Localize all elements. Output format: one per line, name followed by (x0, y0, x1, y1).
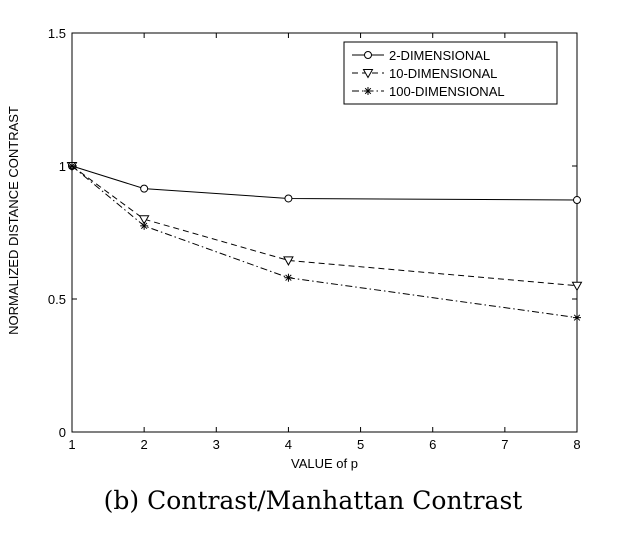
x-tick-label: 2 (141, 437, 148, 452)
legend-label: 100-DIMENSIONAL (389, 84, 505, 99)
data-point (362, 69, 374, 79)
chart-series (66, 162, 583, 322)
x-tick-label: 3 (213, 437, 220, 452)
x-axis-ticks: 1 2 3 4 5 6 7 8 (68, 33, 581, 452)
legend-box (343, 41, 558, 105)
y-tick-label: 1 (59, 159, 66, 174)
line-chart: 1 2 3 4 5 6 7 8 0 0.5 1 1.5 VALUE of p NORMALIZED … (6, 26, 583, 471)
y-tick-label: 0 (59, 425, 66, 440)
data-point (140, 221, 149, 230)
x-tick-label: 4 (285, 437, 292, 452)
asterisk-stroke (140, 222, 148, 230)
legend-entry: 2-DIMENSIONAL (352, 48, 490, 63)
chart-legend: 2-DIMENSIONAL 10-DIMENSIONAL 100-DIMENSION… (343, 41, 558, 105)
y-axis-ticks: 0 0.5 1 1.5 (48, 26, 577, 440)
data-point (364, 51, 372, 59)
x-tick-label: 5 (357, 437, 364, 452)
data-point (573, 313, 581, 322)
legend-label: 2-DIMENSIONAL (389, 48, 490, 63)
series-line (71, 165, 578, 287)
series-2-dimensional (68, 162, 581, 205)
asterisk-stroke (364, 87, 372, 95)
asterisk-stroke (573, 314, 581, 321)
asterisk-stroke (68, 162, 76, 170)
x-tick-label: 8 (573, 437, 580, 452)
y-tick-label: 1.5 (48, 26, 66, 41)
data-point (284, 273, 293, 282)
legend-entry: 100-DIMENSIONAL (352, 84, 505, 99)
legend-entry: 10-DIMENSIONAL (352, 66, 497, 81)
data-point (573, 196, 581, 205)
y-tick-label: 0.5 (48, 292, 66, 307)
data-point (284, 194, 293, 203)
series-line (71, 165, 578, 201)
data-point (364, 87, 372, 95)
y-axis-label: NORMALIZED DISTANCE CONTRAST (6, 106, 21, 335)
data-point (68, 162, 76, 170)
data-point (283, 256, 294, 266)
x-tick-label: 7 (501, 437, 508, 452)
x-tick-label: 1 (68, 437, 75, 452)
data-point (140, 184, 149, 193)
data-point (571, 281, 583, 292)
x-axis-label: VALUE of p (291, 456, 358, 471)
plot-frame (71, 32, 578, 433)
data-point (138, 215, 150, 225)
asterisk-stroke (285, 274, 292, 281)
x-tick-label: 6 (429, 437, 436, 452)
figure-caption: (b) Contrast/Manhattan Contrast (103, 486, 523, 515)
legend-label: 10-DIMENSIONAL (389, 66, 497, 81)
series-100-dimensional (68, 162, 581, 322)
series-line (71, 165, 578, 319)
chart-axes (71, 32, 578, 433)
